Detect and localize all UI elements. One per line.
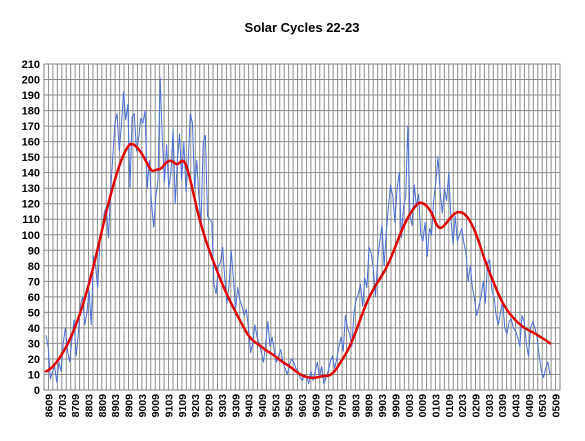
y-tick-label: 190 xyxy=(22,90,40,102)
x-tick-label: 9203 xyxy=(190,394,202,418)
horizontal-gridlines xyxy=(44,63,560,391)
y-tick-label: 120 xyxy=(22,199,40,211)
y-tick-label: 130 xyxy=(22,183,40,195)
x-tick-label: 0003 xyxy=(404,394,416,418)
x-tick-label: 9303 xyxy=(217,394,229,418)
x-tick-label: 0109 xyxy=(444,394,456,418)
y-tick-label: 200 xyxy=(22,75,40,87)
x-tick-label: 8709 xyxy=(70,394,82,418)
x-tick-label: 9909 xyxy=(390,394,402,418)
x-tick-label: 9409 xyxy=(257,394,269,418)
x-axis: 8609 8703 8709 8803 8809 8903 8909 9003 9009 9103… xyxy=(43,394,562,418)
x-tick-label: 8609 xyxy=(43,394,55,418)
y-tick-label: 40 xyxy=(28,323,40,335)
y-tick-label: 0 xyxy=(34,385,40,397)
y-tick-label: 60 xyxy=(28,292,40,304)
y-tick-label: 10 xyxy=(28,369,40,381)
y-tick-label: 20 xyxy=(28,354,40,366)
y-tick-label: 30 xyxy=(28,338,40,350)
x-tick-label: 9003 xyxy=(137,394,149,418)
x-tick-label: 0509 xyxy=(551,394,563,418)
x-tick-label: 0203 xyxy=(457,394,469,418)
y-tick-label: 210 xyxy=(22,59,40,71)
x-tick-label: 9009 xyxy=(150,394,162,418)
x-tick-label: 8909 xyxy=(124,394,136,418)
x-tick-label: 0409 xyxy=(524,394,536,418)
x-tick-label: 9509 xyxy=(284,394,296,418)
y-tick-label: 180 xyxy=(22,106,40,118)
x-tick-label: 9903 xyxy=(377,394,389,418)
y-tick-label: 50 xyxy=(28,307,40,319)
y-tick-label: 170 xyxy=(22,121,40,133)
y-tick-label: 150 xyxy=(22,152,40,164)
y-tick-label: 110 xyxy=(22,214,40,226)
y-axis: 0 10 20 30 40 50 60 70 80 90 100 110 120 130 140 150 160… xyxy=(22,59,40,397)
x-tick-label: 0009 xyxy=(417,394,429,418)
x-tick-label: 9709 xyxy=(337,394,349,418)
x-tick-label: 8703 xyxy=(57,394,69,418)
x-tick-label: 8809 xyxy=(97,394,109,418)
x-tick-label: 0403 xyxy=(511,394,523,418)
smoothed-series-line xyxy=(44,142,552,379)
x-tick-label: 9503 xyxy=(270,394,282,418)
x-tick-label: 9103 xyxy=(164,394,176,418)
plot-border xyxy=(43,63,561,391)
x-tick-label: 8903 xyxy=(110,394,122,418)
y-tick-label: 160 xyxy=(22,137,40,149)
x-tick-label: 9803 xyxy=(350,394,362,418)
x-tick-label: 0103 xyxy=(430,394,442,418)
x-tick-label: 9703 xyxy=(324,394,336,418)
x-tick-label: 0503 xyxy=(537,394,549,418)
y-tick-label: 140 xyxy=(22,168,40,180)
y-tick-label: 90 xyxy=(28,245,40,257)
smoothed-series-layer xyxy=(44,142,552,379)
y-tick-label: 80 xyxy=(28,261,40,273)
x-tick-label: 9403 xyxy=(244,394,256,418)
x-tick-label: 0209 xyxy=(470,394,482,418)
x-tick-label: 9603 xyxy=(297,394,309,418)
x-tick-label: 0303 xyxy=(484,394,496,418)
chart-title: Solar Cycles 22-23 xyxy=(245,20,360,35)
x-tick-label: 9309 xyxy=(230,394,242,418)
x-tick-label: 9209 xyxy=(204,394,216,418)
x-tick-label: 8803 xyxy=(83,394,95,418)
x-tick-label: 9609 xyxy=(310,394,322,418)
x-tick-label: 0309 xyxy=(497,394,509,418)
x-tick-label: 9109 xyxy=(177,394,189,418)
y-tick-label: 100 xyxy=(22,230,40,242)
x-tick-label: 9809 xyxy=(364,394,376,418)
y-tick-label: 70 xyxy=(28,276,40,288)
